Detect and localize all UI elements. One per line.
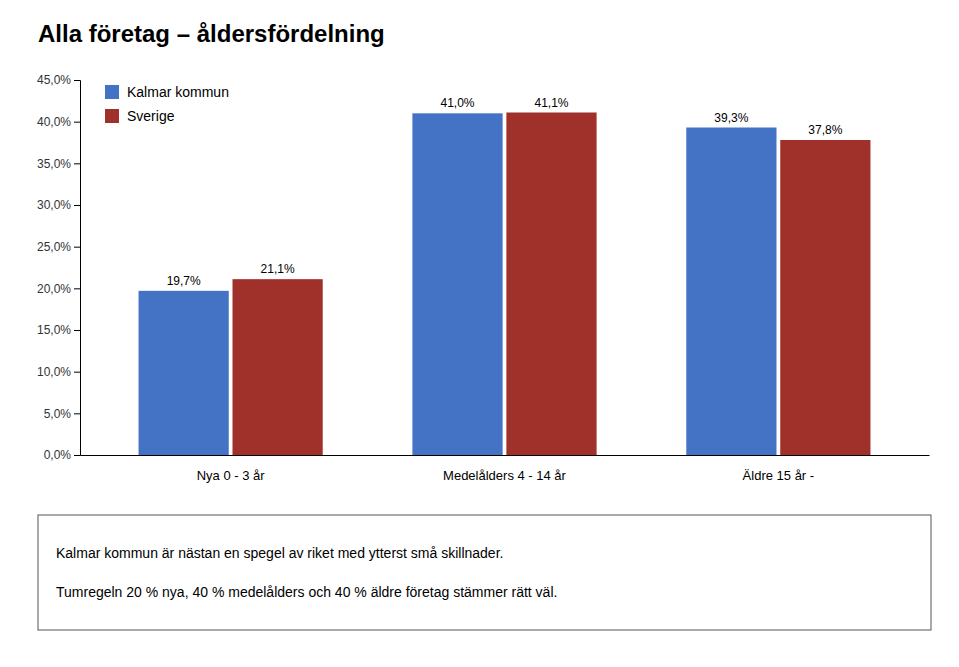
tick-label: 40,0% (37, 115, 71, 129)
tick-label: 0,0% (44, 448, 72, 462)
tick-label: 5,0% (44, 407, 72, 421)
legend: Kalmar kommun Sverige (105, 84, 229, 124)
tick-mark (74, 122, 80, 123)
x-tick: Äldre 15 år - (743, 468, 815, 483)
annotation-frame (38, 515, 931, 630)
tick-label: 30,0% (37, 198, 71, 212)
chart: Alla företag – åldersfördelning 0,0% 5,0% 1… (0, 0, 959, 667)
tick-label: Medelålders 4 - 14 år (443, 468, 567, 483)
tick-mark (74, 163, 80, 164)
tick-label: 10,0% (37, 365, 71, 379)
y-tick: 0,0% (44, 448, 80, 462)
y-tick: 35,0% (37, 157, 80, 171)
tick-label: 20,0% (37, 282, 71, 296)
background (0, 0, 959, 667)
legend-item: Kalmar kommun (105, 84, 229, 100)
y-tick: 40,0% (37, 115, 80, 129)
title: Alla företag – åldersfördelning (38, 20, 385, 47)
axis-line (81, 455, 930, 456)
data-labels: 19,7% 41,0% 39,3% 21,1% 41,1% 37,8% (167, 96, 843, 288)
data-label: 19,7% (167, 274, 201, 288)
y-tick: 20,0% (37, 282, 80, 296)
tick-mark (74, 247, 80, 248)
y-axis: 0,0% 5,0% 10,0% 15,0% 20,0% 25,0% 30,0% 35,0% 40… (37, 73, 81, 462)
bar (412, 113, 502, 455)
tick-mark (74, 372, 80, 373)
bar (686, 128, 776, 456)
tick-mark (74, 455, 80, 456)
data-label: 21,1% (261, 262, 295, 276)
y-tick: 45,0% (37, 73, 80, 87)
annotation: Tumregeln 20 % nya, 40 % medelålders och… (56, 584, 557, 600)
data-label: 37,8% (808, 123, 842, 137)
bar (780, 140, 870, 455)
tick-mark (74, 288, 80, 289)
tick-label: 25,0% (37, 240, 71, 254)
bars (139, 113, 871, 456)
tick-label: 45,0% (37, 73, 71, 87)
bar (506, 113, 596, 456)
legend-swatch (105, 109, 119, 123)
tick-label: Äldre 15 år - (743, 468, 815, 483)
y-tick: 30,0% (37, 198, 80, 212)
x-tick: Medelålders 4 - 14 år (443, 468, 567, 483)
data-label: 41,1% (534, 96, 568, 110)
y-tick: 10,0% (37, 365, 80, 379)
legend-label: Sverige (127, 108, 175, 124)
tick-label: 15,0% (37, 323, 71, 337)
legend-label: Kalmar kommun (127, 84, 229, 100)
tick-label: 35,0% (37, 157, 71, 171)
x-axis: Nya 0 - 3 år Medelålders 4 - 14 år Äldre 1… (81, 456, 930, 483)
bar (233, 279, 323, 455)
tick-mark (74, 413, 80, 414)
data-label: 39,3% (714, 111, 748, 125)
y-tick: 25,0% (37, 240, 80, 254)
tick-mark (74, 80, 80, 81)
data-label: 41,0% (440, 96, 474, 110)
x-tick: Nya 0 - 3 år (197, 468, 266, 483)
tick-mark (74, 205, 80, 206)
axis-line (74, 81, 81, 456)
legend-item: Sverige (105, 108, 175, 124)
bar (139, 291, 229, 455)
annotation: Kalmar kommun är nästan en spegel av rik… (56, 545, 503, 561)
tick-mark (74, 330, 80, 331)
tick-label: Nya 0 - 3 år (197, 468, 266, 483)
y-tick: 15,0% (37, 323, 80, 337)
annotation-box: Kalmar kommun är nästan en spegel av rik… (38, 515, 931, 630)
y-tick: 5,0% (44, 407, 80, 421)
legend-swatch (105, 85, 119, 99)
